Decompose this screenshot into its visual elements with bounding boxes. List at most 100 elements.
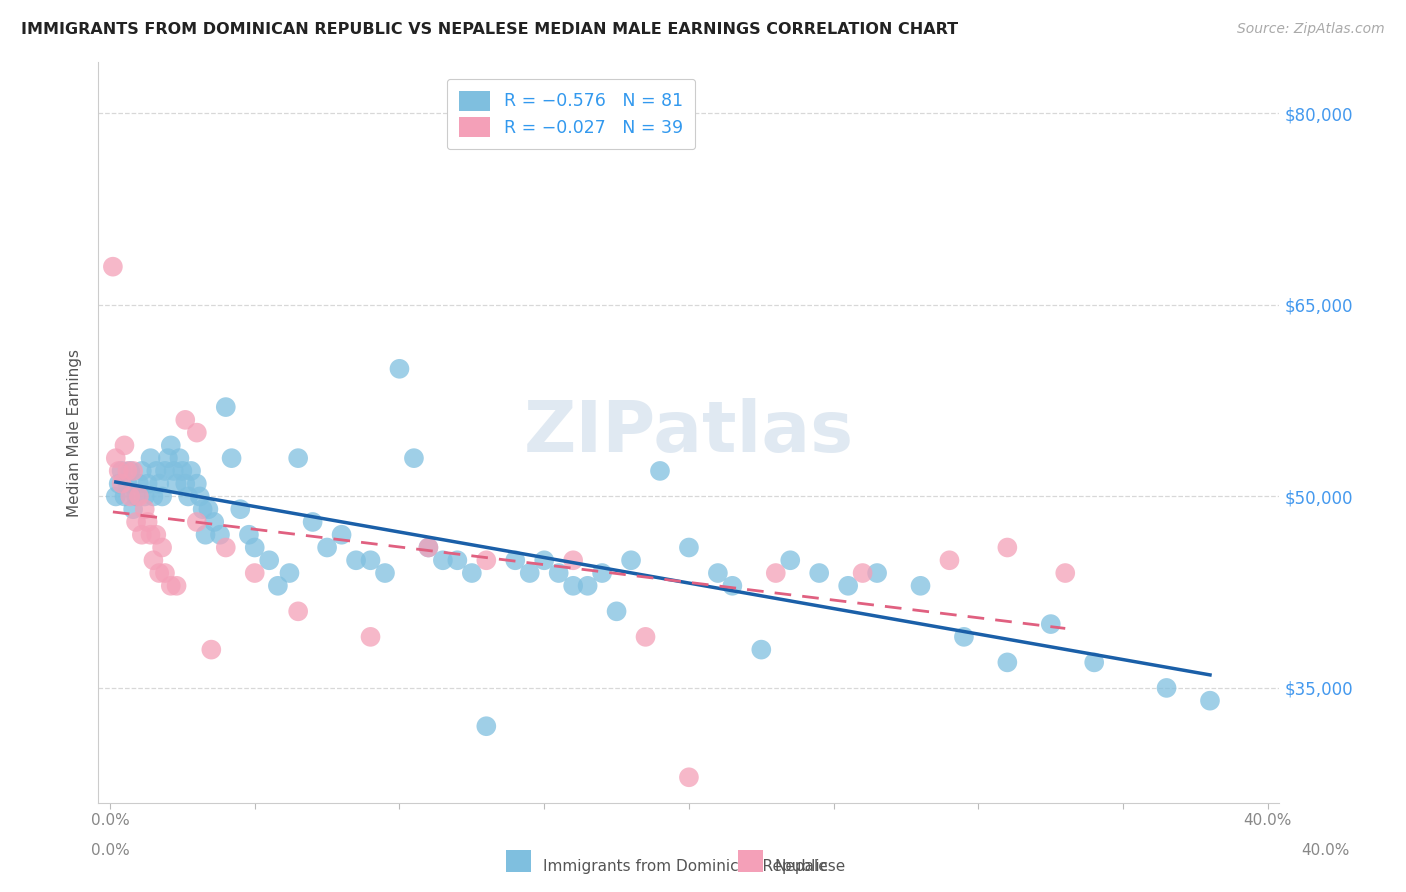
- Point: [215, 400, 238, 414]
- Point: [107, 464, 129, 478]
- Point: [110, 476, 132, 491]
- Point: [287, 604, 309, 618]
- Point: [461, 566, 484, 580]
- Point: [995, 541, 1018, 555]
- Point: [388, 361, 411, 376]
- Point: [267, 579, 290, 593]
- Point: [243, 566, 266, 580]
- Point: [316, 541, 339, 555]
- Point: [330, 527, 353, 541]
- Point: [122, 464, 145, 478]
- Text: 40.0%: 40.0%: [1302, 843, 1350, 858]
- Point: [159, 438, 181, 452]
- Point: [194, 527, 217, 541]
- Point: [153, 464, 176, 478]
- Point: [114, 438, 136, 452]
- Point: [475, 553, 498, 567]
- Point: [402, 451, 425, 466]
- Point: [148, 566, 170, 580]
- Point: [120, 464, 142, 478]
- Point: [301, 515, 323, 529]
- Point: [145, 464, 167, 478]
- Point: [125, 515, 148, 529]
- Legend: R = −0.576   N = 81, R = −0.027   N = 39: R = −0.576 N = 81, R = −0.027 N = 39: [447, 78, 695, 149]
- Point: [910, 579, 932, 593]
- Point: [707, 566, 730, 580]
- Point: [125, 490, 148, 504]
- Point: [186, 515, 208, 529]
- Point: [1054, 566, 1077, 580]
- Point: [186, 476, 208, 491]
- Point: [591, 566, 613, 580]
- Point: [432, 553, 454, 567]
- Point: [938, 553, 960, 567]
- Point: [139, 451, 162, 466]
- Point: [287, 451, 309, 466]
- Point: [360, 630, 382, 644]
- Point: [606, 604, 628, 618]
- Point: [117, 476, 139, 491]
- Point: [678, 770, 700, 784]
- Point: [953, 630, 976, 644]
- Point: [519, 566, 541, 580]
- Point: [180, 464, 202, 478]
- Point: [197, 502, 219, 516]
- Point: [150, 490, 173, 504]
- Point: [418, 541, 440, 555]
- Point: [221, 451, 243, 466]
- Point: [110, 464, 132, 478]
- Point: [547, 566, 569, 580]
- Point: [229, 502, 252, 516]
- Point: [159, 579, 181, 593]
- Point: [202, 515, 225, 529]
- Y-axis label: Median Male Earnings: Median Male Earnings: [67, 349, 83, 516]
- Point: [360, 553, 382, 567]
- Point: [174, 476, 197, 491]
- Point: [475, 719, 498, 733]
- Point: [136, 476, 159, 491]
- Point: [131, 464, 153, 478]
- Point: [278, 566, 301, 580]
- Point: [533, 553, 555, 567]
- Point: [200, 642, 222, 657]
- Point: [1039, 617, 1062, 632]
- Point: [191, 502, 214, 516]
- Point: [808, 566, 831, 580]
- Point: [148, 476, 170, 491]
- Point: [779, 553, 801, 567]
- Point: [1199, 694, 1222, 708]
- Point: [122, 502, 145, 516]
- Point: [177, 490, 200, 504]
- Point: [174, 413, 197, 427]
- Point: [166, 579, 188, 593]
- Point: [169, 451, 191, 466]
- Point: [104, 490, 127, 504]
- Point: [166, 476, 188, 491]
- Point: [136, 515, 159, 529]
- Point: [257, 553, 280, 567]
- Point: [107, 476, 129, 491]
- Point: [576, 579, 599, 593]
- Point: [648, 464, 671, 478]
- Point: [837, 579, 859, 593]
- Point: [134, 490, 156, 504]
- Point: [142, 490, 165, 504]
- Point: [562, 579, 585, 593]
- Point: [104, 451, 127, 466]
- Point: [150, 541, 173, 555]
- Point: [765, 566, 787, 580]
- Point: [1083, 656, 1105, 670]
- Point: [418, 541, 440, 555]
- Point: [134, 502, 156, 516]
- Point: [208, 527, 231, 541]
- Point: [995, 656, 1018, 670]
- Point: [131, 527, 153, 541]
- Point: [503, 553, 526, 567]
- Point: [101, 260, 124, 274]
- Point: [172, 464, 194, 478]
- Text: Source: ZipAtlas.com: Source: ZipAtlas.com: [1237, 22, 1385, 37]
- Point: [678, 541, 700, 555]
- Point: [344, 553, 367, 567]
- Point: [142, 553, 165, 567]
- Point: [238, 527, 260, 541]
